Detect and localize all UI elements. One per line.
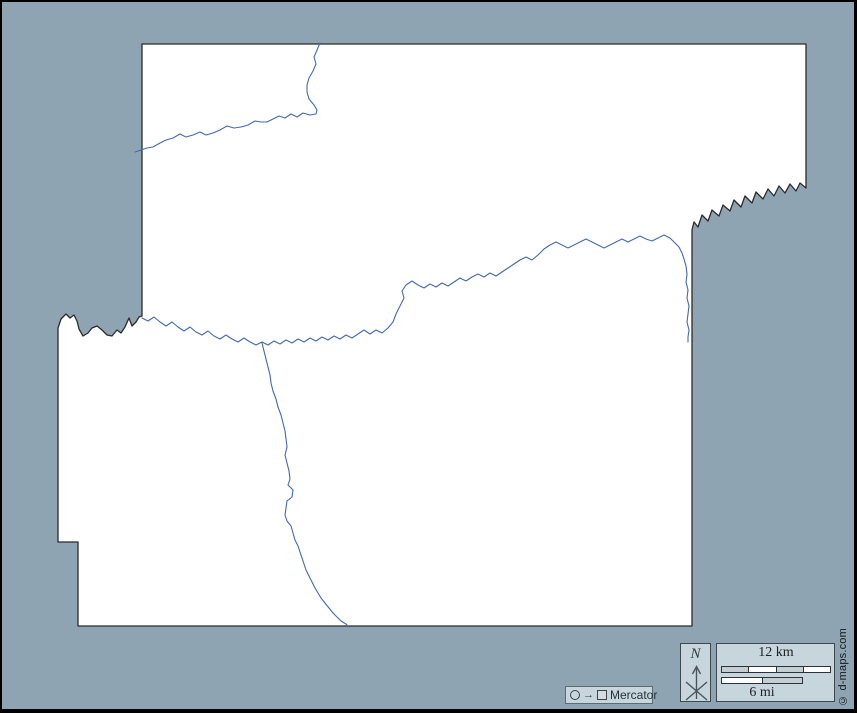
region-outline [57,43,807,627]
scale-mi-label: 6 mi [749,685,775,700]
scale-mi-bar [721,677,803,684]
compass-box: N [680,643,711,702]
projection-label-box: → Mercator [565,686,657,704]
scale-km-segment [776,667,803,672]
river-south-tributary [261,342,350,628]
river-main [141,234,690,346]
river-north [134,42,321,153]
scale-mi-segment [762,678,802,683]
circle-icon [570,690,580,700]
copyright-text: © d-maps.com [837,628,849,706]
square-icon [597,690,607,700]
scale-km-segment [749,667,776,672]
scale-mi-segment [722,678,762,683]
north-label: N [690,646,701,662]
scale-bar-box: 12 km 6 mi [716,643,835,702]
scale-km-segment [722,667,749,672]
scale-km-segment [803,667,830,672]
scale-km-bar [721,666,831,673]
compass-star-icon [685,665,708,701]
arrow-icon: → [583,689,594,701]
scale-km-label: 12 km [758,645,794,660]
projection-name: Mercator [610,688,658,702]
